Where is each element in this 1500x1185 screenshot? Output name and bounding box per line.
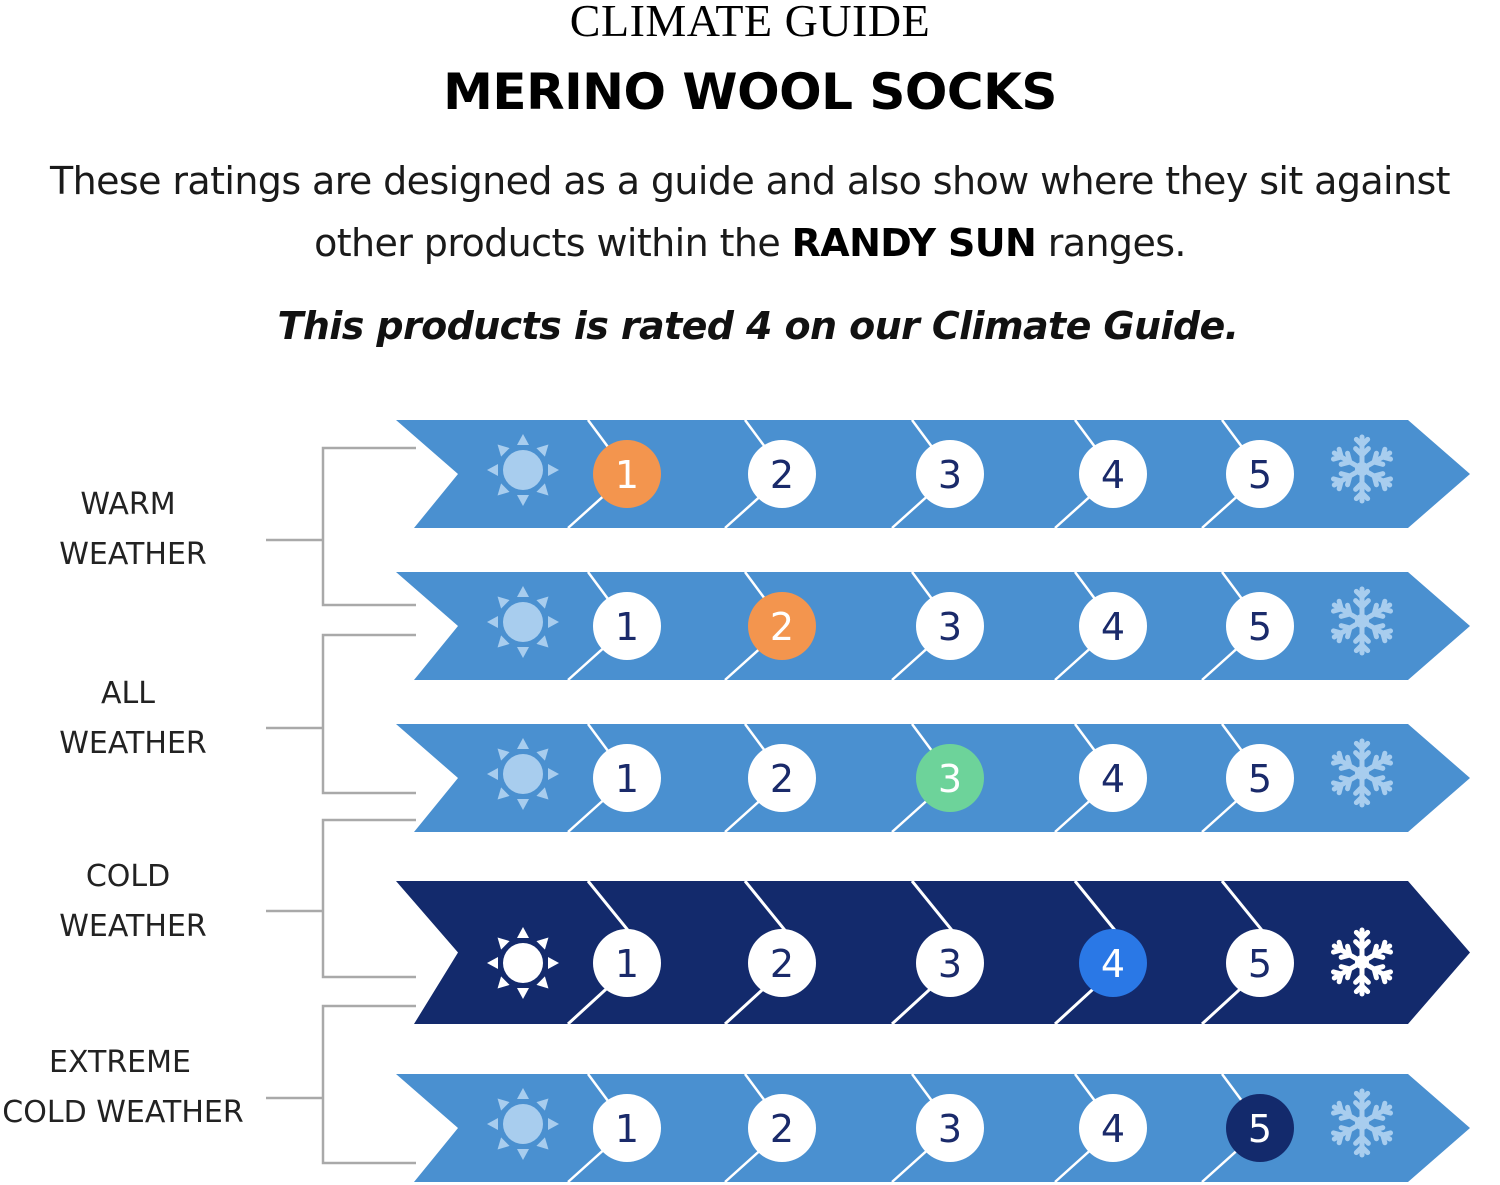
category-connector-3 [266, 818, 416, 979]
rating-circle-3: 3 [916, 1094, 984, 1162]
rating-circle-5: 5 [1226, 440, 1294, 508]
rating-circle-1: 1 [593, 744, 661, 812]
rating-number: 3 [938, 453, 962, 497]
category-label-4: EXTREME COLD WEATHER [2, 1045, 243, 1130]
rating-number: 4 [1101, 757, 1125, 801]
rating-number: 1 [615, 942, 639, 986]
category-label-line-1: WARM [80, 487, 175, 522]
category-label-3: COLD WEATHER [59, 859, 207, 944]
rating-circle-5: 5 [1226, 592, 1294, 660]
rating-band-2: 1 2 3 4 5 [396, 571, 1470, 681]
category-label-line-2: WEATHER [59, 909, 207, 944]
category-label-line-2: COLD WEATHER [2, 1095, 243, 1130]
sun-icon [487, 586, 559, 658]
rating-number: 3 [938, 1107, 962, 1151]
category-label-line-2: WEATHER [59, 537, 207, 572]
rating-number: 1 [615, 757, 639, 801]
rating-number: 5 [1248, 757, 1272, 801]
rating-circle-1: 1 [593, 592, 661, 660]
rating-number: 3 [938, 757, 962, 801]
rating-number: 5 [1248, 1107, 1272, 1151]
rating-circle-4: 4 [1079, 744, 1147, 812]
rating-circle-4: 4 [1079, 929, 1147, 997]
intro-line-2-end: ranges. [1036, 221, 1187, 265]
rating-circle-4: 4 [1079, 440, 1147, 508]
rating-circle-3: 3 [916, 744, 984, 812]
rating-number: 5 [1248, 605, 1272, 649]
rating-number: 3 [938, 942, 962, 986]
snowflake-icon [1330, 1088, 1394, 1158]
rating-note: This products is rated 4 on our Climate … [277, 304, 1240, 348]
rating-circle-3: 3 [916, 440, 984, 508]
rating-number: 3 [938, 605, 962, 649]
page-title: MERINO WOOL SOCKS [443, 63, 1057, 121]
rating-number: 4 [1101, 605, 1125, 649]
intro-text: These ratings are designed as a guide an… [0, 150, 1500, 274]
rating-number: 1 [615, 605, 639, 649]
rating-circle-3: 3 [916, 929, 984, 997]
sun-icon [487, 434, 559, 506]
rating-circle-2: 2 [748, 440, 816, 508]
rating-number: 2 [770, 605, 794, 649]
rating-circle-3: 3 [916, 592, 984, 660]
kicker-title: CLIMATE GUIDE [569, 0, 931, 46]
category-label-line-2: WEATHER [59, 726, 207, 761]
rating-circle-2: 2 [748, 929, 816, 997]
rating-circle-4: 4 [1079, 592, 1147, 660]
rating-number: 4 [1101, 1107, 1125, 1151]
rating-number: 1 [615, 1107, 639, 1151]
rating-band-3: 1 2 3 4 5 [396, 723, 1470, 833]
rating-number: 4 [1101, 942, 1125, 986]
brand-name: RANDY SUN [791, 221, 1037, 265]
rating-circle-5: 5 [1226, 929, 1294, 997]
category-label-line-1: ALL [101, 676, 155, 711]
sun-icon [487, 1088, 559, 1160]
rating-circle-4: 4 [1079, 1094, 1147, 1162]
rating-circle-2: 2 [748, 592, 816, 660]
rating-circle-5: 5 [1226, 1094, 1294, 1162]
category-label-2: ALL WEATHER [59, 676, 207, 761]
rating-band-5: 1 2 3 4 5 [396, 1073, 1470, 1183]
rating-number: 2 [770, 942, 794, 986]
rating-number: 1 [615, 453, 639, 497]
sun-icon [487, 927, 559, 999]
snowflake-icon [1330, 434, 1394, 504]
rating-number: 2 [770, 1107, 794, 1151]
rating-band-4: 1 2 3 4 5 [396, 880, 1470, 1026]
rating-number: 5 [1248, 942, 1272, 986]
intro-line-2: other products within the RANDY SUN rang… [0, 212, 1500, 274]
rating-circle-1: 1 [593, 1094, 661, 1162]
category-label-line-1: EXTREME [49, 1045, 191, 1080]
rating-number: 2 [770, 453, 794, 497]
rating-number: 5 [1248, 453, 1272, 497]
category-label-1: WARM WEATHER [59, 487, 207, 572]
rating-circle-2: 2 [748, 744, 816, 812]
rating-band-1: 1 2 3 4 5 [396, 419, 1470, 529]
snowflake-icon [1330, 586, 1394, 656]
rating-number: 4 [1101, 453, 1125, 497]
rating-circle-5: 5 [1226, 744, 1294, 812]
snowflake-icon [1330, 738, 1394, 808]
category-connector-1 [266, 446, 416, 607]
rating-circle-1: 1 [593, 929, 661, 997]
rating-circle-2: 2 [748, 1094, 816, 1162]
sun-icon [487, 738, 559, 810]
category-label-line-1: COLD [86, 859, 170, 894]
intro-line-1: These ratings are designed as a guide an… [50, 159, 1451, 203]
category-connector-4 [266, 1004, 416, 1165]
intro-line-2-start: other products within the [314, 221, 792, 265]
rating-circle-1: 1 [593, 440, 661, 508]
category-connector-2 [266, 633, 416, 795]
snowflake-icon [1330, 927, 1394, 997]
rating-number: 2 [770, 757, 794, 801]
